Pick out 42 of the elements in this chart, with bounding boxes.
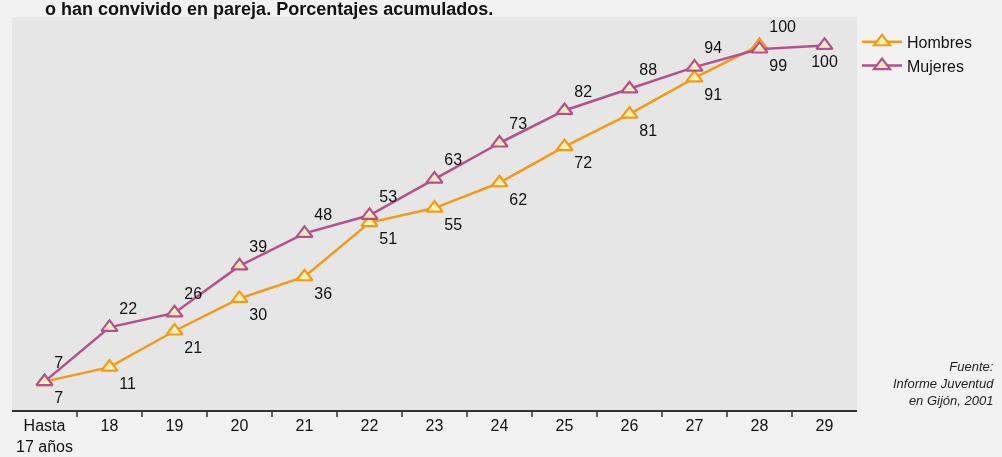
data-label: 63 (444, 151, 463, 169)
x-tick-label: 20 (230, 417, 249, 435)
data-label: 81 (639, 121, 658, 139)
data-label: 91 (704, 85, 723, 103)
data-label: 100 (811, 53, 838, 71)
data-label: 36 (314, 284, 333, 302)
x-tick-label: 21 (295, 417, 314, 435)
data-label: 73 (509, 115, 528, 133)
x-tick-label: Hasta 17 años (16, 417, 73, 455)
data-label: 7 (54, 389, 64, 407)
data-label: 51 (379, 230, 398, 248)
data-label: 26 (184, 285, 203, 303)
x-tick-label: 22 (360, 417, 379, 435)
source-note: Fuente: Informe Juventud en Gijón, 2001 (893, 359, 995, 408)
x-tick-label: 29 (815, 417, 834, 435)
data-label: 94 (704, 39, 723, 57)
data-label: 82 (574, 82, 593, 100)
data-label: 100 (769, 17, 797, 35)
x-tick-label: 25 (555, 417, 574, 435)
x-tick-label: 24 (490, 417, 509, 435)
data-label: 72 (574, 154, 593, 172)
legend-label: Hombres (907, 34, 972, 51)
data-label: 53 (379, 187, 398, 205)
x-tick-label: 27 (685, 417, 704, 435)
data-label: 55 (444, 215, 463, 233)
data-label: 48 (314, 205, 333, 223)
data-label: 88 (639, 61, 658, 79)
x-tick-label: 28 (750, 417, 769, 435)
chart-title: o han convivido en pareja. Porcentajes acumulados. (45, 0, 494, 19)
x-tick-label: 26 (620, 417, 639, 435)
data-label: 99 (769, 56, 788, 74)
x-tick-label: 19 (165, 417, 184, 435)
data-label: 21 (184, 338, 203, 356)
data-label: 7 (54, 353, 64, 371)
x-tick-label: 18 (100, 417, 119, 435)
data-label: 62 (509, 190, 528, 208)
x-tick-label: 23 (425, 417, 444, 435)
data-label: 39 (249, 238, 268, 256)
data-label: 22 (119, 299, 138, 317)
data-label: 30 (249, 306, 268, 324)
legend-label: Mujeres (907, 57, 964, 75)
data-label: 11 (119, 374, 136, 392)
